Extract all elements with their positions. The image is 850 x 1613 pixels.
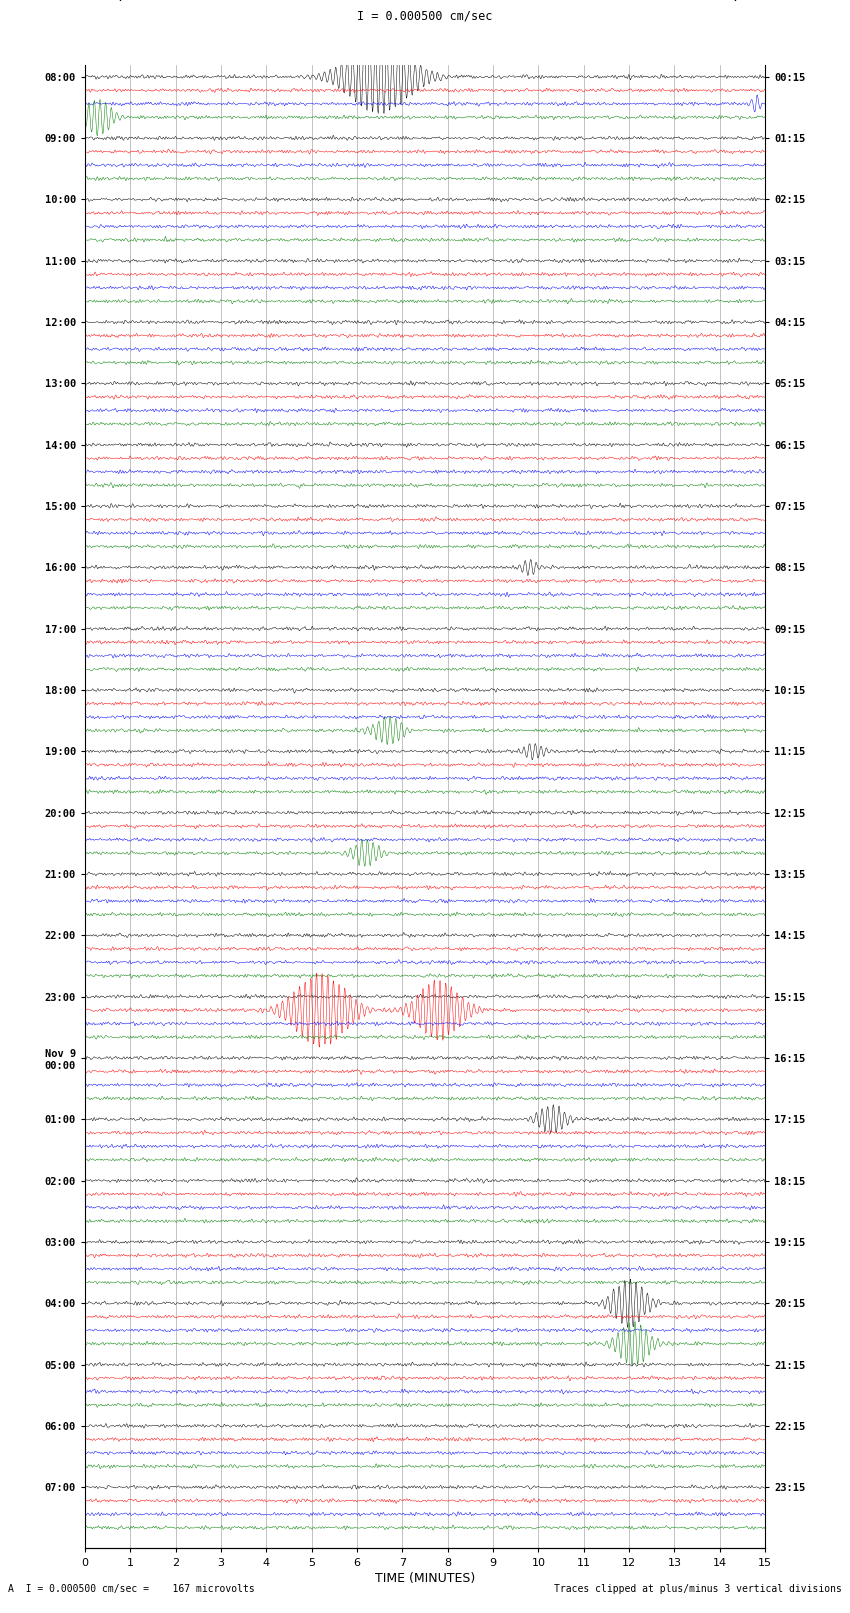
Text: Nov 8,2017: Nov 8,2017 (82, 0, 153, 2)
Text: A  I = 0.000500 cm/sec =    167 microvolts: A I = 0.000500 cm/sec = 167 microvolts (8, 1584, 255, 1594)
Text: Traces clipped at plus/minus 3 vertical divisions: Traces clipped at plus/minus 3 vertical … (553, 1584, 842, 1594)
X-axis label: TIME (MINUTES): TIME (MINUTES) (375, 1571, 475, 1584)
Text: Nov 8,2017: Nov 8,2017 (697, 0, 768, 2)
Text: I = 0.000500 cm/sec: I = 0.000500 cm/sec (357, 10, 493, 23)
